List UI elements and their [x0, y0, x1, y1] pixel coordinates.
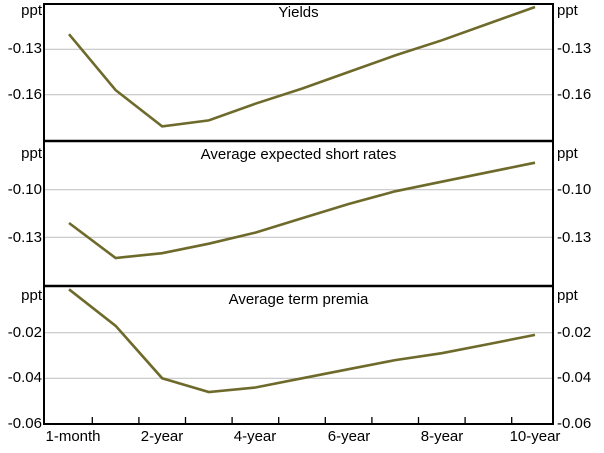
ytick-label-right: -0.10 — [557, 181, 592, 198]
ytick-label-left: -0.13 — [7, 229, 42, 246]
unit-label-left-bottom: ppt — [21, 287, 42, 304]
unit-label-right-bottom: ppt — [557, 287, 578, 304]
xtick-label-1-month: 1-month — [45, 428, 101, 445]
panel-title-term-premia: Average term premia — [228, 291, 369, 308]
ytick-label-right: -0.04 — [557, 369, 592, 386]
ytick-label-left: -0.16 — [7, 86, 42, 103]
ytick-label-right: -0.16 — [557, 86, 592, 103]
xtick-label-2-year: 2-year — [140, 428, 184, 445]
ytick-label-right: -0.06 — [557, 415, 592, 432]
ytick-label-left: -0.13 — [7, 40, 42, 57]
xtick-label-8-year: 8-year — [420, 428, 464, 445]
unit-label-left-top: ppt — [21, 2, 42, 19]
chart-frame — [43, 3, 554, 425]
ytick-label-right: -0.13 — [557, 40, 592, 57]
panel-title-expected-short-rates: Average expected short rates — [200, 146, 397, 163]
unit-label-right-middle: ppt — [557, 145, 578, 162]
ytick-label-left: -0.10 — [7, 181, 42, 198]
xtick-label-4-year: 4-year — [233, 428, 277, 445]
ytick-label-left: -0.02 — [7, 324, 42, 341]
ytick-label-left: -0.06 — [7, 415, 42, 432]
xtick-label-10-year: 10-year — [509, 428, 561, 445]
unit-label-right-top: ppt — [557, 2, 578, 19]
panel-title-yields: Yields — [278, 4, 319, 21]
ytick-label-right: -0.02 — [557, 324, 592, 341]
ytick-label-right: -0.13 — [557, 229, 592, 246]
expected-short-rates-line — [68, 161, 536, 260]
yields-line — [68, 5, 536, 128]
unit-label-left-middle: ppt — [21, 145, 42, 162]
xtick-label-6-year: 6-year — [327, 428, 371, 445]
term-premia-line — [68, 288, 536, 394]
ytick-label-left: -0.04 — [7, 369, 42, 386]
